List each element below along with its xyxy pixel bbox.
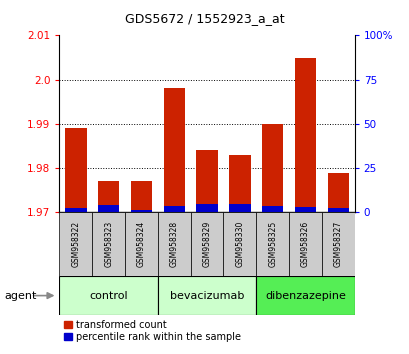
Bar <box>196 150 217 212</box>
Bar <box>163 206 184 212</box>
Text: GSM958325: GSM958325 <box>267 221 276 267</box>
Text: GSM958328: GSM958328 <box>169 221 178 267</box>
Bar <box>327 208 348 212</box>
Text: GSM958330: GSM958330 <box>235 221 244 268</box>
Bar <box>288 212 321 276</box>
Text: GSM958327: GSM958327 <box>333 221 342 267</box>
Text: GSM958326: GSM958326 <box>300 221 309 267</box>
Bar <box>223 212 256 276</box>
Bar <box>229 204 250 212</box>
Bar <box>321 212 354 276</box>
Bar <box>59 212 92 276</box>
Text: dibenzazepine: dibenzazepine <box>264 291 345 301</box>
Text: GSM958329: GSM958329 <box>202 221 211 267</box>
Bar <box>327 172 348 212</box>
Legend: transformed count, percentile rank within the sample: transformed count, percentile rank withi… <box>64 320 240 342</box>
Bar <box>125 212 157 276</box>
Text: agent: agent <box>4 291 36 301</box>
Bar <box>130 181 152 212</box>
Text: GSM958322: GSM958322 <box>71 221 80 267</box>
Bar <box>256 276 354 315</box>
Bar <box>190 212 223 276</box>
Bar <box>294 57 315 212</box>
Bar <box>65 208 86 212</box>
Bar <box>196 204 217 212</box>
Text: GSM958324: GSM958324 <box>137 221 146 267</box>
Bar <box>163 88 184 212</box>
Bar <box>65 128 86 212</box>
Bar <box>229 155 250 212</box>
Text: GDS5672 / 1552923_a_at: GDS5672 / 1552923_a_at <box>125 12 284 25</box>
Bar <box>98 181 119 212</box>
Bar <box>256 212 288 276</box>
Text: control: control <box>89 291 128 301</box>
Bar <box>130 210 152 212</box>
Bar <box>157 276 256 315</box>
Text: GSM958323: GSM958323 <box>104 221 113 267</box>
Text: bevacizumab: bevacizumab <box>169 291 244 301</box>
Bar <box>59 276 157 315</box>
Bar <box>261 124 283 212</box>
Bar <box>157 212 190 276</box>
Bar <box>294 207 315 212</box>
Bar <box>92 212 125 276</box>
Bar <box>98 205 119 212</box>
Bar <box>261 206 283 212</box>
